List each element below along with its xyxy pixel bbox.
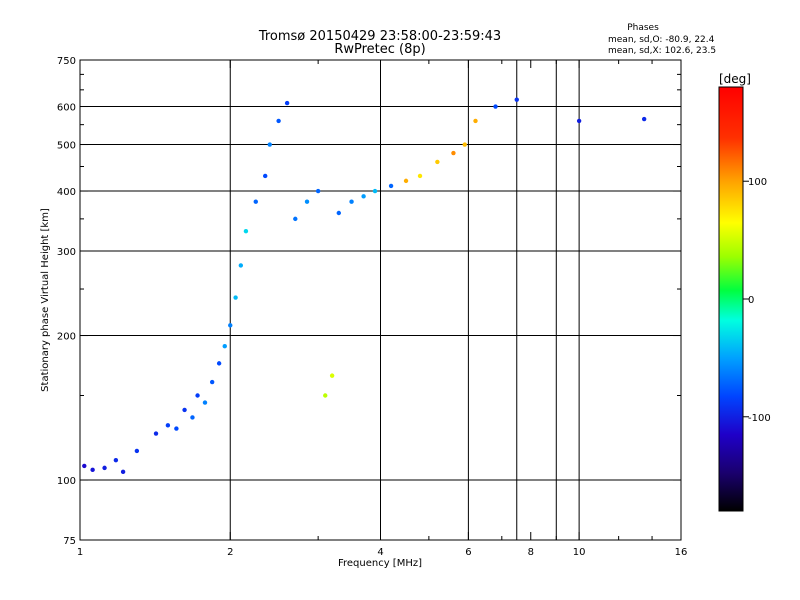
data-point (349, 199, 354, 204)
y-tick-label: 400 (57, 187, 76, 198)
data-point (134, 448, 140, 454)
x-tick-label: 6 (465, 547, 471, 558)
data-point (361, 194, 366, 199)
data-point (233, 295, 238, 300)
data-point (263, 173, 268, 179)
data-point (190, 415, 195, 420)
y-tick-label: 75 (63, 536, 76, 547)
data-point (238, 263, 244, 268)
y-axis-ticks: 75 100 200 300 400 500 600 750 (57, 56, 681, 547)
data-point (293, 216, 298, 222)
data-point (276, 118, 281, 124)
data-point (209, 379, 215, 385)
colorbar: [deg] 100 0 -100 (718, 72, 771, 512)
colorbar-tick-label: -100 (748, 413, 771, 424)
data-point (329, 373, 335, 378)
x-tick-label: 10 (573, 547, 586, 558)
y-tick-label: 750 (57, 56, 76, 67)
data-point (195, 393, 200, 398)
data-point (388, 183, 394, 189)
data-point (165, 423, 171, 428)
colorbar-ticks: 100 0 -100 (743, 177, 771, 424)
stats-line-o: mean, sd,O: -80.9, 22.4 (608, 35, 715, 45)
stats-heading: Phases (627, 23, 659, 33)
data-point (284, 100, 290, 106)
plot-area: 1 2 4 6 8 10 16 75 100 200 300 400 500 600 750 (57, 56, 687, 558)
data-point (113, 457, 119, 463)
colorbar-gradient (718, 86, 744, 512)
y-tick-label: 300 (57, 247, 76, 258)
chart-title: Tromsø 20150429 23:58:00-23:59:43 (258, 29, 501, 44)
data-point (82, 463, 87, 469)
x-tick-label: 4 (377, 547, 383, 558)
data-point (417, 173, 423, 179)
data-point (372, 188, 378, 194)
data-point (451, 150, 456, 156)
data-point (493, 104, 498, 109)
colorbar-tick-label: 0 (748, 295, 754, 306)
data-point (435, 159, 440, 165)
x-tick-label: 2 (227, 547, 233, 558)
x-axis-label: Frequency [MHz] (338, 558, 422, 569)
data-point (253, 199, 258, 204)
data-point (267, 142, 272, 147)
data-point (202, 400, 208, 405)
data-point (216, 361, 222, 366)
y-tick-label: 200 (57, 332, 76, 343)
data-point (315, 188, 321, 194)
data-point (102, 465, 107, 471)
data-point (228, 323, 233, 328)
colorbar-label: [deg] (719, 72, 751, 86)
scatter-points (82, 97, 647, 475)
x-tick-label: 8 (528, 547, 534, 558)
y-axis-label: Stationary phase Virtual Height [km] (40, 208, 51, 392)
data-point (641, 116, 647, 122)
data-point (473, 118, 478, 124)
data-point (120, 469, 126, 475)
data-point (153, 431, 159, 436)
data-point (174, 426, 179, 431)
stats-line-x: mean, sd,X: 102.6, 23.5 (608, 46, 716, 56)
data-point (243, 228, 249, 234)
y-tick-label: 100 (57, 476, 76, 487)
chart-subtitle: RwPretec (8p) (334, 42, 425, 57)
grid-lines (80, 60, 681, 540)
y-tick-label: 500 (57, 141, 76, 152)
data-point (576, 118, 582, 124)
data-point (90, 467, 95, 473)
data-point (182, 407, 187, 413)
x-tick-label: 16 (675, 547, 688, 558)
x-axis-ticks: 1 2 4 6 8 10 16 (77, 60, 688, 558)
data-point (403, 178, 409, 184)
y-tick-label: 600 (57, 103, 76, 114)
data-point (336, 210, 342, 216)
x-tick-label: 1 (77, 547, 83, 558)
data-point (462, 142, 467, 147)
data-point (323, 393, 328, 398)
data-point (304, 199, 310, 204)
data-point (222, 344, 227, 349)
colorbar-tick-label: 100 (748, 177, 767, 188)
data-point (514, 97, 519, 102)
